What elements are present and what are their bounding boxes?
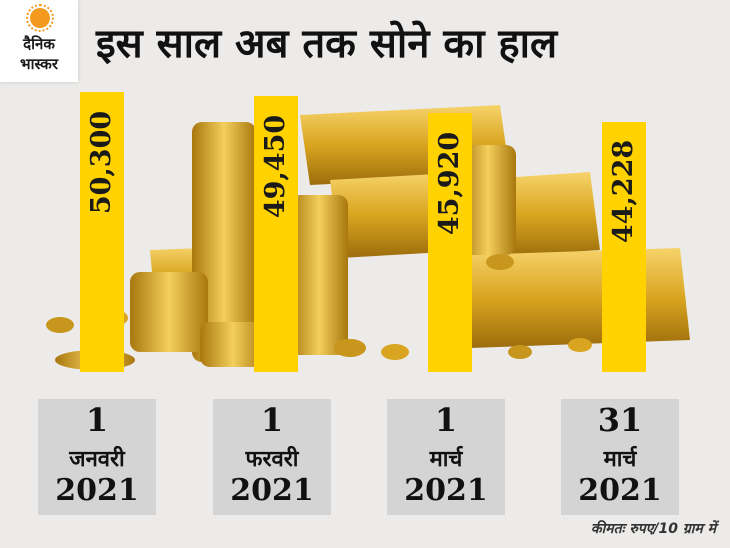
sun-rays-icon bbox=[26, 4, 54, 32]
sun-icon bbox=[30, 8, 50, 28]
bar-value-label: 49,450 bbox=[254, 96, 298, 236]
bar-value-label: 45,920 bbox=[428, 113, 472, 253]
nugget bbox=[381, 344, 409, 360]
category-month: मार्च bbox=[603, 447, 637, 472]
category-year: 2021 bbox=[230, 473, 314, 508]
bar-2: 49,450 bbox=[254, 96, 298, 372]
coin-stack-4 bbox=[460, 145, 516, 255]
bar-1: 50,300 bbox=[80, 92, 124, 372]
bar-value-text: 45,920 bbox=[434, 131, 466, 236]
logo-text-line2: भास्कर bbox=[20, 55, 58, 73]
category-label-2: 1 फरवरी 2021 bbox=[213, 399, 331, 515]
nugget bbox=[508, 345, 532, 359]
category-month: जनवरी bbox=[69, 447, 125, 472]
category-day: 31 bbox=[597, 401, 643, 439]
nugget bbox=[46, 317, 74, 333]
bar-3: 45,920 bbox=[428, 113, 472, 372]
category-label-4: 31 मार्च 2021 bbox=[561, 399, 679, 515]
bar-value-label: 44,228 bbox=[602, 122, 646, 262]
chart-title: इस साल अब तक सोने का हाल bbox=[96, 21, 558, 67]
nugget bbox=[568, 338, 592, 352]
logo-text-line1: दैनिक bbox=[23, 35, 55, 53]
category-day: 1 bbox=[260, 401, 284, 439]
nugget bbox=[486, 254, 514, 270]
category-label-3: 1 मार्च 2021 bbox=[387, 399, 505, 515]
nugget bbox=[334, 339, 366, 357]
coin-stack-2 bbox=[130, 272, 208, 352]
category-month: फरवरी bbox=[245, 447, 299, 472]
bar-4: 44,228 bbox=[602, 121, 646, 372]
bar-value-text: 50,300 bbox=[86, 110, 118, 214]
coin-stack-5 bbox=[200, 322, 266, 367]
unit-note: कीमतः रुपए/10 ग्राम में bbox=[590, 521, 716, 537]
category-year: 2021 bbox=[404, 473, 488, 508]
dainik-bhaskar-logo: दैनिक भास्कर bbox=[0, 0, 78, 82]
bar-value-text: 44,228 bbox=[608, 140, 640, 244]
category-year: 2021 bbox=[578, 473, 662, 508]
category-day: 1 bbox=[85, 401, 109, 439]
category-day: 1 bbox=[434, 401, 458, 439]
coin-stack-3 bbox=[290, 195, 348, 355]
category-label-1: 1 जनवरी 2021 bbox=[38, 399, 156, 515]
category-year: 2021 bbox=[55, 473, 139, 508]
bar-value-text: 49,450 bbox=[260, 114, 292, 218]
bar-value-label: 50,300 bbox=[80, 92, 124, 232]
category-month: मार्च bbox=[429, 447, 463, 472]
